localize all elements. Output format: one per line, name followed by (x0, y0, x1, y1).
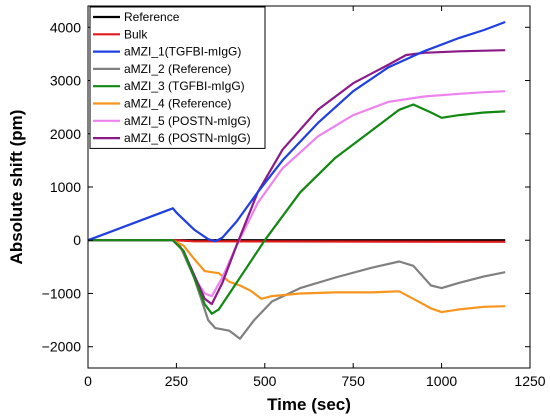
legend-label: Bulk (124, 27, 148, 41)
legend-label: aMZI_6 (POSTN-mIgG) (124, 131, 251, 145)
x-axis-title: Time (sec) (267, 395, 351, 414)
legend-items: Reference Bulk aMZI_1(TGFBI-mIgG) aMZI_2 (R… (93, 10, 251, 145)
x-tick-label: 0 (84, 373, 92, 389)
ticks-layer: 0 250 500 750 1000 1250 −2000 −1000 0 1000 2000 300… (42, 6, 546, 389)
series-layer (87, 20, 506, 340)
y-tick-label: −1000 (42, 285, 82, 301)
y-tick-label: 0 (73, 232, 81, 248)
series-line (87, 20, 506, 243)
y-tick-label: 4000 (50, 19, 81, 35)
legend-box (89, 6, 266, 149)
series-line (88, 239, 506, 314)
series-line (88, 239, 506, 340)
x-tick-label: 1000 (426, 373, 457, 389)
x-tick-label: 750 (342, 373, 366, 389)
legend-label: aMZI_1(TGFBI-mIgG) (124, 45, 241, 59)
legend-label: aMZI_2 (Reference) (124, 62, 231, 76)
legend-label: aMZI_5 (POSTN-mIgG) (124, 114, 251, 128)
y-tick-label: −2000 (42, 339, 82, 355)
legend-label: Reference (124, 10, 180, 24)
y-tick-label: 1000 (50, 179, 81, 195)
x-tick-label: 500 (253, 373, 277, 389)
x-tick-label: 250 (165, 373, 189, 389)
legend: Reference Bulk aMZI_1(TGFBI-mIgG) aMZI_2 (R… (89, 6, 266, 149)
x-tick-label: 1250 (514, 373, 545, 389)
y-tick-label: 2000 (50, 126, 81, 142)
legend-label: aMZI_4 (Reference) (124, 97, 231, 111)
y-axis-title: Absolute shift (pm) (7, 110, 26, 265)
y-tick-label: 3000 (50, 73, 81, 89)
legend-label: aMZI_3 (TGFBI-mIgG) (124, 79, 245, 93)
series-line (88, 103, 506, 315)
